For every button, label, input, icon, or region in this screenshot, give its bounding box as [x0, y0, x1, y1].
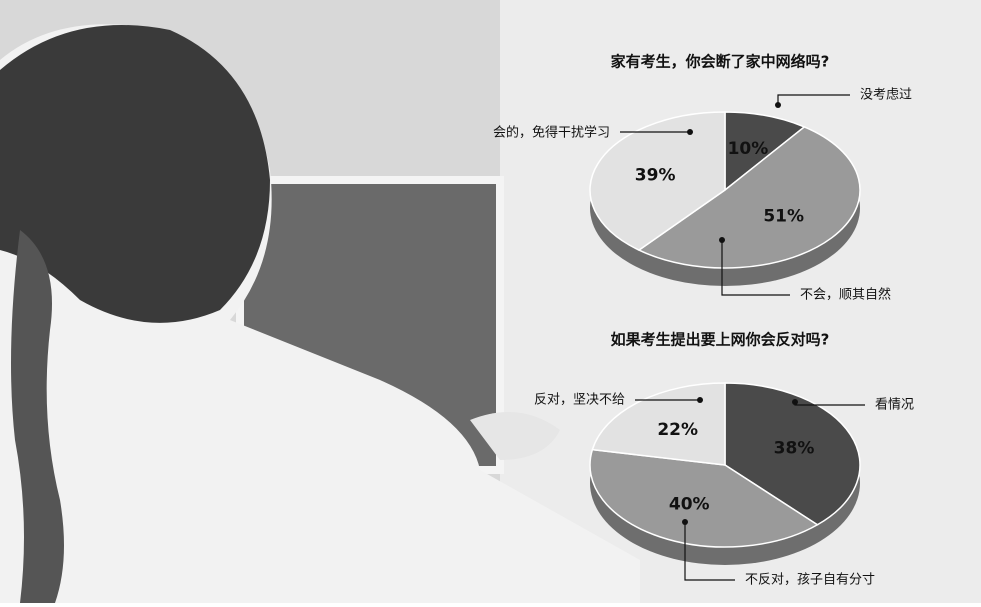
category-label: 会的，免得干扰学习 [493, 125, 610, 141]
value-label: 22% [657, 420, 698, 440]
category-label: 反对，坚决不给 [534, 393, 625, 408]
category-label: 没考虑过 [860, 88, 912, 103]
value-label: 51% [763, 206, 804, 226]
chart-title: 如果考生提出要上网你会反对吗? [611, 331, 830, 349]
chart-title: 家有考生，你会断了家中网络吗? [611, 53, 830, 71]
category-label: 看情况 [875, 397, 914, 413]
category-label: 不会，顺其自然 [800, 287, 891, 303]
value-label: 38% [774, 438, 815, 458]
value-label: 40% [669, 495, 710, 515]
infographic: 家有考生，你会断了家中网络吗? 10% 51% 39% 没考虑过不会，顺其自然 会的，免得… [0, 0, 981, 603]
category-label: 不反对，孩子自有分寸 [745, 573, 875, 588]
value-label: 10% [728, 139, 769, 159]
value-label: 39% [635, 165, 676, 185]
